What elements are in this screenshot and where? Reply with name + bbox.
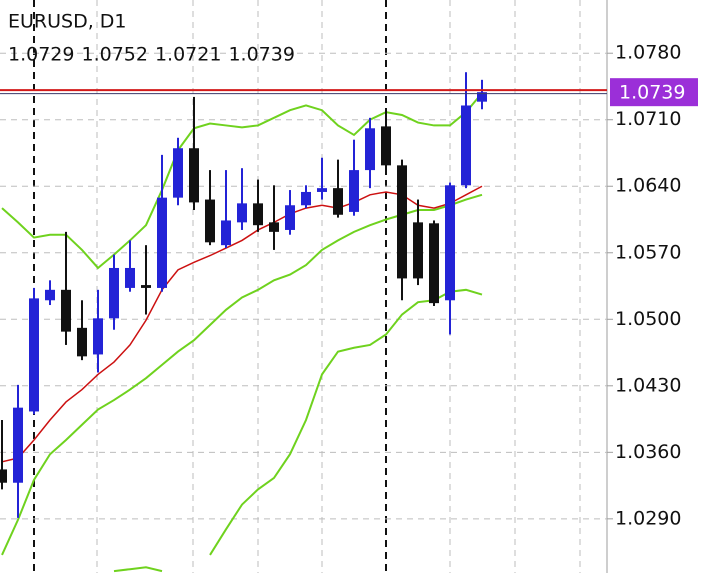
- candle-body: [93, 318, 103, 355]
- price-tag-label: 1.0739: [619, 82, 685, 104]
- candle-body: [413, 222, 423, 279]
- y-tick-label: 1.0360: [615, 441, 681, 463]
- candle-body: [109, 267, 119, 319]
- candle-body: [237, 203, 247, 223]
- candle-body: [45, 289, 55, 301]
- y-tick-label: 1.0430: [615, 374, 681, 396]
- candle-body: [157, 197, 167, 288]
- candle-body: [461, 105, 471, 186]
- candle-body: [189, 148, 199, 203]
- candle-body: [205, 199, 215, 243]
- price-tag: [610, 78, 698, 107]
- candle-body: [477, 92, 487, 102]
- candle-body: [141, 285, 151, 288]
- candle-body: [221, 220, 231, 246]
- chart-title: EURUSD, D1: [8, 11, 127, 33]
- y-tick-label: 1.0710: [615, 108, 681, 130]
- ohlc-low: 1.0721: [155, 44, 221, 66]
- y-tick-label: 1.0500: [615, 308, 681, 330]
- candle-body: [317, 188, 327, 192]
- candle-body: [253, 203, 263, 226]
- candle-body: [29, 298, 39, 412]
- y-tick-label: 1.0780: [615, 42, 681, 64]
- y-tick-label: 1.0640: [615, 175, 681, 197]
- candle-body: [77, 327, 87, 357]
- indicator-line: [113, 288, 483, 573]
- candle-body: [397, 165, 407, 279]
- candle-body: [285, 205, 295, 230]
- indicator-line: [1, 92, 483, 270]
- y-tick-label: 1.0570: [615, 241, 681, 263]
- candle-body: [445, 185, 455, 301]
- candle-body: [269, 222, 279, 232]
- candle-body: [125, 267, 135, 288]
- candle-body: [429, 223, 439, 304]
- candle-body: [349, 170, 359, 212]
- ohlc-open: 1.0729: [8, 44, 74, 66]
- candle-body: [13, 407, 23, 483]
- candle-body: [173, 148, 183, 198]
- vertical-grid: [96, 0, 581, 573]
- candle-body: [381, 126, 391, 166]
- indicator-line: [1, 193, 483, 556]
- candle-body: [301, 191, 311, 206]
- candle-body: [0, 469, 7, 483]
- ohlc-close: 1.0739: [228, 44, 294, 66]
- candle-body: [365, 128, 375, 171]
- ohlc-high: 1.0752: [81, 44, 147, 66]
- candle-body: [61, 289, 71, 332]
- period-separators: [33, 0, 387, 573]
- y-tick-label: 1.0290: [615, 507, 681, 529]
- candle-body: [333, 188, 343, 215]
